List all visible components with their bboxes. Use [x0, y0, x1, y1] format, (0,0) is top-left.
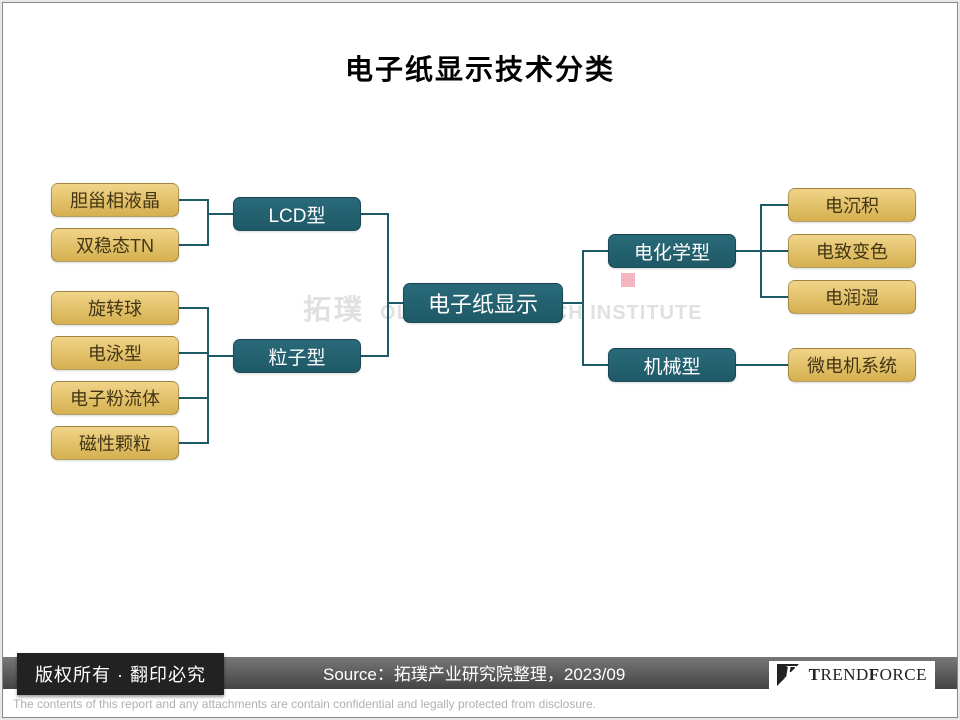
decorative-square [621, 273, 635, 287]
node-lcd: LCD型 [233, 197, 361, 231]
node-echem: 电化学型 [608, 234, 736, 268]
node-label: 旋转球 [88, 295, 142, 321]
node-label: 电致变色 [816, 238, 888, 264]
node-label: 电润湿 [825, 284, 879, 310]
logo-text: TRENDFORCE [809, 665, 927, 685]
node-label: 粒子型 [268, 343, 325, 370]
node-label: 电化学型 [634, 238, 710, 265]
node-label: 磁性颗粒 [79, 430, 151, 456]
node-particle: 粒子型 [233, 339, 361, 373]
node-mech: 机械型 [608, 348, 736, 382]
node-label: LCD型 [268, 201, 325, 228]
disclaimer-text: The contents of this report and any atta… [13, 697, 596, 711]
node-magnetic: 磁性颗粒 [51, 426, 179, 460]
root-node: 电子纸显示 [403, 283, 563, 323]
node-label: 双稳态TN [76, 232, 154, 258]
node-echrom: 电致变色 [788, 234, 916, 268]
node-chol: 胆甾相液晶 [51, 183, 179, 217]
trendforce-logo: F TRENDFORCE [769, 661, 935, 689]
node-edep: 电沉积 [788, 188, 916, 222]
node-bistn: 双稳态TN [51, 228, 179, 262]
node-label: 微电机系统 [807, 352, 897, 378]
copyright-tab: 版权所有 · 翻印必究 [17, 653, 224, 695]
node-mems: 微电机系统 [788, 348, 916, 382]
node-rotball: 旋转球 [51, 291, 179, 325]
node-ewet: 电润湿 [788, 280, 916, 314]
node-label: 胆甾相液晶 [70, 187, 160, 213]
root-label: 电子纸显示 [428, 287, 538, 319]
node-label: 电泳型 [88, 340, 142, 366]
node-label: 机械型 [643, 352, 700, 379]
source-text: Source：拓璞产业研究院整理，2023/09 [323, 660, 625, 685]
logo-triangle-icon: F [777, 664, 803, 686]
page-title: 电子纸显示技术分类 [3, 48, 957, 88]
node-toner: 电子粉流体 [51, 381, 179, 415]
node-epd: 电泳型 [51, 336, 179, 370]
slide: 电子纸显示技术分类 拓璞OLOGY RESEARCH INSTITUTE 电子纸… [2, 2, 958, 718]
node-label: 电沉积 [825, 192, 879, 218]
node-label: 电子粉流体 [70, 385, 160, 411]
watermark-cn: 拓璞 [303, 294, 365, 325]
